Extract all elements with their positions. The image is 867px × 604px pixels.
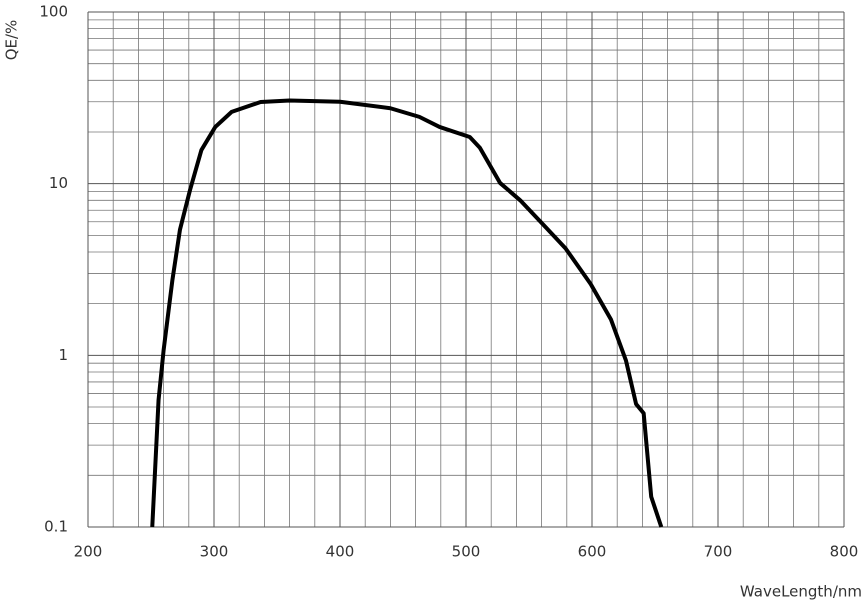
y-tick-label: 100 — [39, 3, 68, 21]
y-axis-label: QE/% — [3, 20, 21, 61]
x-tick-label: 500 — [452, 543, 481, 561]
data-line — [150, 98, 664, 528]
x-tick-label: 700 — [704, 543, 733, 561]
x-tick-label: 200 — [74, 543, 103, 561]
x-tick-label: 400 — [326, 543, 355, 561]
y-tick-label: 10 — [49, 174, 68, 192]
x-axis-label: WaveLength/nm — [740, 583, 862, 601]
x-tick-label: 800 — [830, 543, 859, 561]
y-tick-label: 1 — [58, 346, 68, 364]
x-tick-label: 600 — [578, 543, 607, 561]
x-tick-label: 300 — [200, 543, 229, 561]
y-tick-label: 0.1 — [44, 518, 68, 536]
